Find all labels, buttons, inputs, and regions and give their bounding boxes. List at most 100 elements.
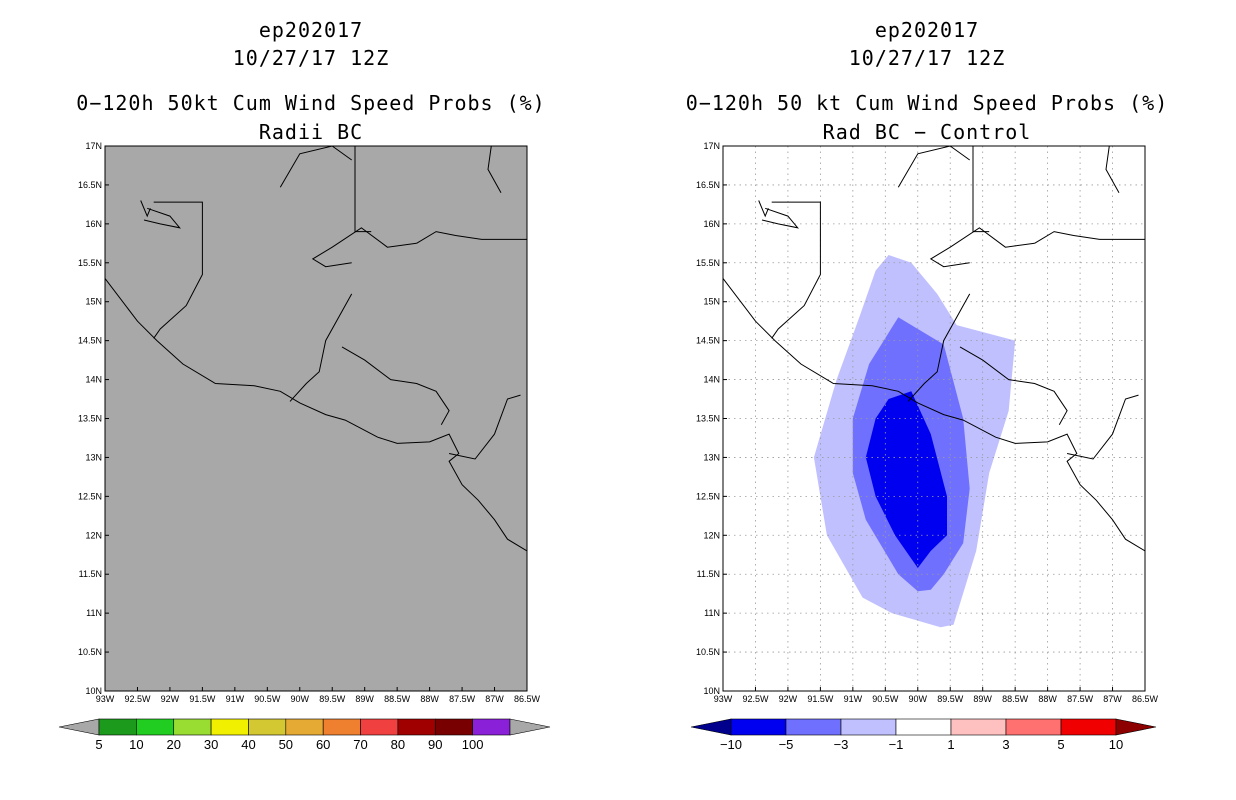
left-ytick-label-9: 14.5N (78, 336, 102, 346)
right-colorbar-label-4: 1 (947, 737, 954, 752)
left-ytick-label-14: 17N (85, 141, 102, 151)
right-border-0 (771, 201, 821, 339)
left-ytick-label-10: 15N (85, 297, 102, 307)
left-colorbar-label-6: 60 (316, 737, 330, 752)
right-ytick-label-8: 14N (703, 375, 720, 385)
right-ytick-label-11: 15.5N (696, 258, 720, 268)
right-xtick-label-6: 90W (909, 694, 928, 704)
left-xtick-label-9: 88.5W (384, 694, 411, 704)
right-border-3 (907, 293, 971, 402)
right-ytick-label-3: 11.5N (697, 569, 720, 579)
left-colorbar-label-1: 10 (129, 737, 143, 752)
right-contour-2 (865, 391, 947, 568)
left-colorbar-label-0: 5 (95, 737, 102, 752)
right-title-line-2: 10/27/17 12Z (848, 46, 1006, 70)
left-border-6 (448, 394, 521, 460)
right-colorbar-segment-2 (840, 718, 897, 736)
left-ytick-label-8: 14N (85, 375, 102, 385)
left-colorbar-label-4: 40 (241, 737, 255, 752)
left-colorbar-label-5: 50 (279, 737, 293, 752)
right-ytick-label-9: 14.5N (696, 336, 720, 346)
right-xtick-label-13: 86.5W (1132, 694, 1159, 704)
right-colorbar-segment-1 (785, 718, 842, 736)
left-xtick-label-7: 89.5W (319, 694, 346, 704)
right-island-0 (761, 207, 799, 229)
right-colorbar-label-6: 5 (1057, 737, 1064, 752)
left-ytick-label-5: 12.5N (78, 491, 102, 501)
right-xtick-label-4: 91W (844, 694, 863, 704)
left-border-7 (311, 227, 417, 268)
left-ytick-label-7: 13.5N (78, 414, 102, 424)
left-xtick-label-5: 90.5W (254, 694, 281, 704)
left-xtick-label-11: 87.5W (449, 694, 476, 704)
left-border-5 (416, 231, 527, 244)
left-colorbar-label-2: 20 (166, 737, 180, 752)
left-island-1 (140, 200, 151, 218)
right-ytick-label-7: 13.5N (696, 414, 720, 424)
right-border-7 (929, 227, 1035, 268)
right-title-line-4: Rad BC − Control (822, 120, 1032, 144)
right-colorbar-segment-5 (1005, 718, 1062, 736)
right-ytick-label-5: 12.5N (696, 491, 720, 501)
right-title-line-1: ep202017 (874, 18, 980, 42)
left-ytick-label-13: 16.5N (78, 180, 102, 190)
left-colorbar-label-3: 30 (204, 737, 218, 752)
right-border-5 (1034, 231, 1145, 244)
right-xtick-label-9: 88.5W (1002, 694, 1029, 704)
right-colorbar-arrow-left (690, 718, 732, 736)
right-ytick-label-13: 16.5N (696, 180, 720, 190)
right-colorbar-label-7: 10 (1109, 737, 1123, 752)
left-ytick-label-0: 10N (85, 686, 102, 696)
left-xtick-label-3: 91.5W (189, 694, 216, 704)
left-xtick-label-1: 92.5W (124, 694, 151, 704)
right-xtick-label-10: 88W (1038, 694, 1057, 704)
left-colorbar-label-10: 100 (462, 737, 484, 752)
right-xtick-label-11: 87.5W (1067, 694, 1094, 704)
right-ytick-label-10: 15N (703, 297, 720, 307)
left-ytick-label-6: 13N (85, 452, 102, 462)
right-ytick-label-1: 10.5N (696, 647, 720, 657)
right-colorbar-segment-3 (895, 718, 952, 736)
left-title-line-1: ep202017 (258, 18, 364, 42)
left-ytick-label-3: 11.5N (79, 569, 102, 579)
right-xtick-label-1: 92.5W (742, 694, 769, 704)
right-colorbar-label-2: −3 (834, 737, 849, 752)
left-ytick-label-11: 15.5N (78, 258, 102, 268)
left-xtick-label-0: 93W (96, 694, 115, 704)
left-map-chart: 93W 92.5W 92W 91.5W 91W 90.5W 90W 89.5W 89W 88.5W… (58, 141, 551, 752)
left-xtick-label-2: 92W (161, 694, 180, 704)
left-ytick-label-1: 10.5N (78, 647, 102, 657)
right-colorbar-segment-4 (950, 718, 1007, 736)
left-island-0 (143, 207, 181, 229)
right-xtick-label-2: 92W (779, 694, 798, 704)
left-coastline (104, 278, 528, 552)
left-border-1 (279, 145, 352, 188)
left-xtick-label-12: 87W (485, 694, 504, 704)
right-title-line-3: 0−120h 50 kt Cum Wind Speed Probs (%) (685, 91, 1169, 115)
left-plot-background (105, 146, 527, 691)
right-colorbar-label-5: 3 (1002, 737, 1009, 752)
right-border-6 (1066, 394, 1139, 460)
left-colorbar-arrow-right (509, 718, 551, 736)
right-xtick-label-3: 91.5W (807, 694, 834, 704)
right-border-8 (1105, 145, 1120, 193)
right-colorbar-segment-0 (730, 718, 787, 736)
left-border-0 (153, 201, 203, 339)
left-title-line-4: Radii BC (258, 120, 364, 144)
right-colorbar-arrow-right (1115, 718, 1157, 736)
right-xtick-label-5: 90.5W (872, 694, 899, 704)
left-colorbar-label-8: 80 (391, 737, 405, 752)
right-colorbar-segment-6 (1060, 718, 1117, 736)
left-xtick-label-8: 89W (355, 694, 374, 704)
left-xtick-label-6: 90W (291, 694, 310, 704)
right-colorbar-label-1: −5 (779, 737, 794, 752)
right-border-1 (897, 145, 970, 188)
right-ytick-label-14: 17N (703, 141, 720, 151)
left-title-line-2: 10/27/17 12Z (232, 46, 390, 70)
right-ytick-label-0: 10N (703, 686, 720, 696)
left-border-4 (341, 346, 450, 425)
left-xtick-label-4: 91W (226, 694, 245, 704)
right-ytick-label-12: 16N (703, 219, 720, 229)
right-xtick-label-12: 87W (1103, 694, 1122, 704)
